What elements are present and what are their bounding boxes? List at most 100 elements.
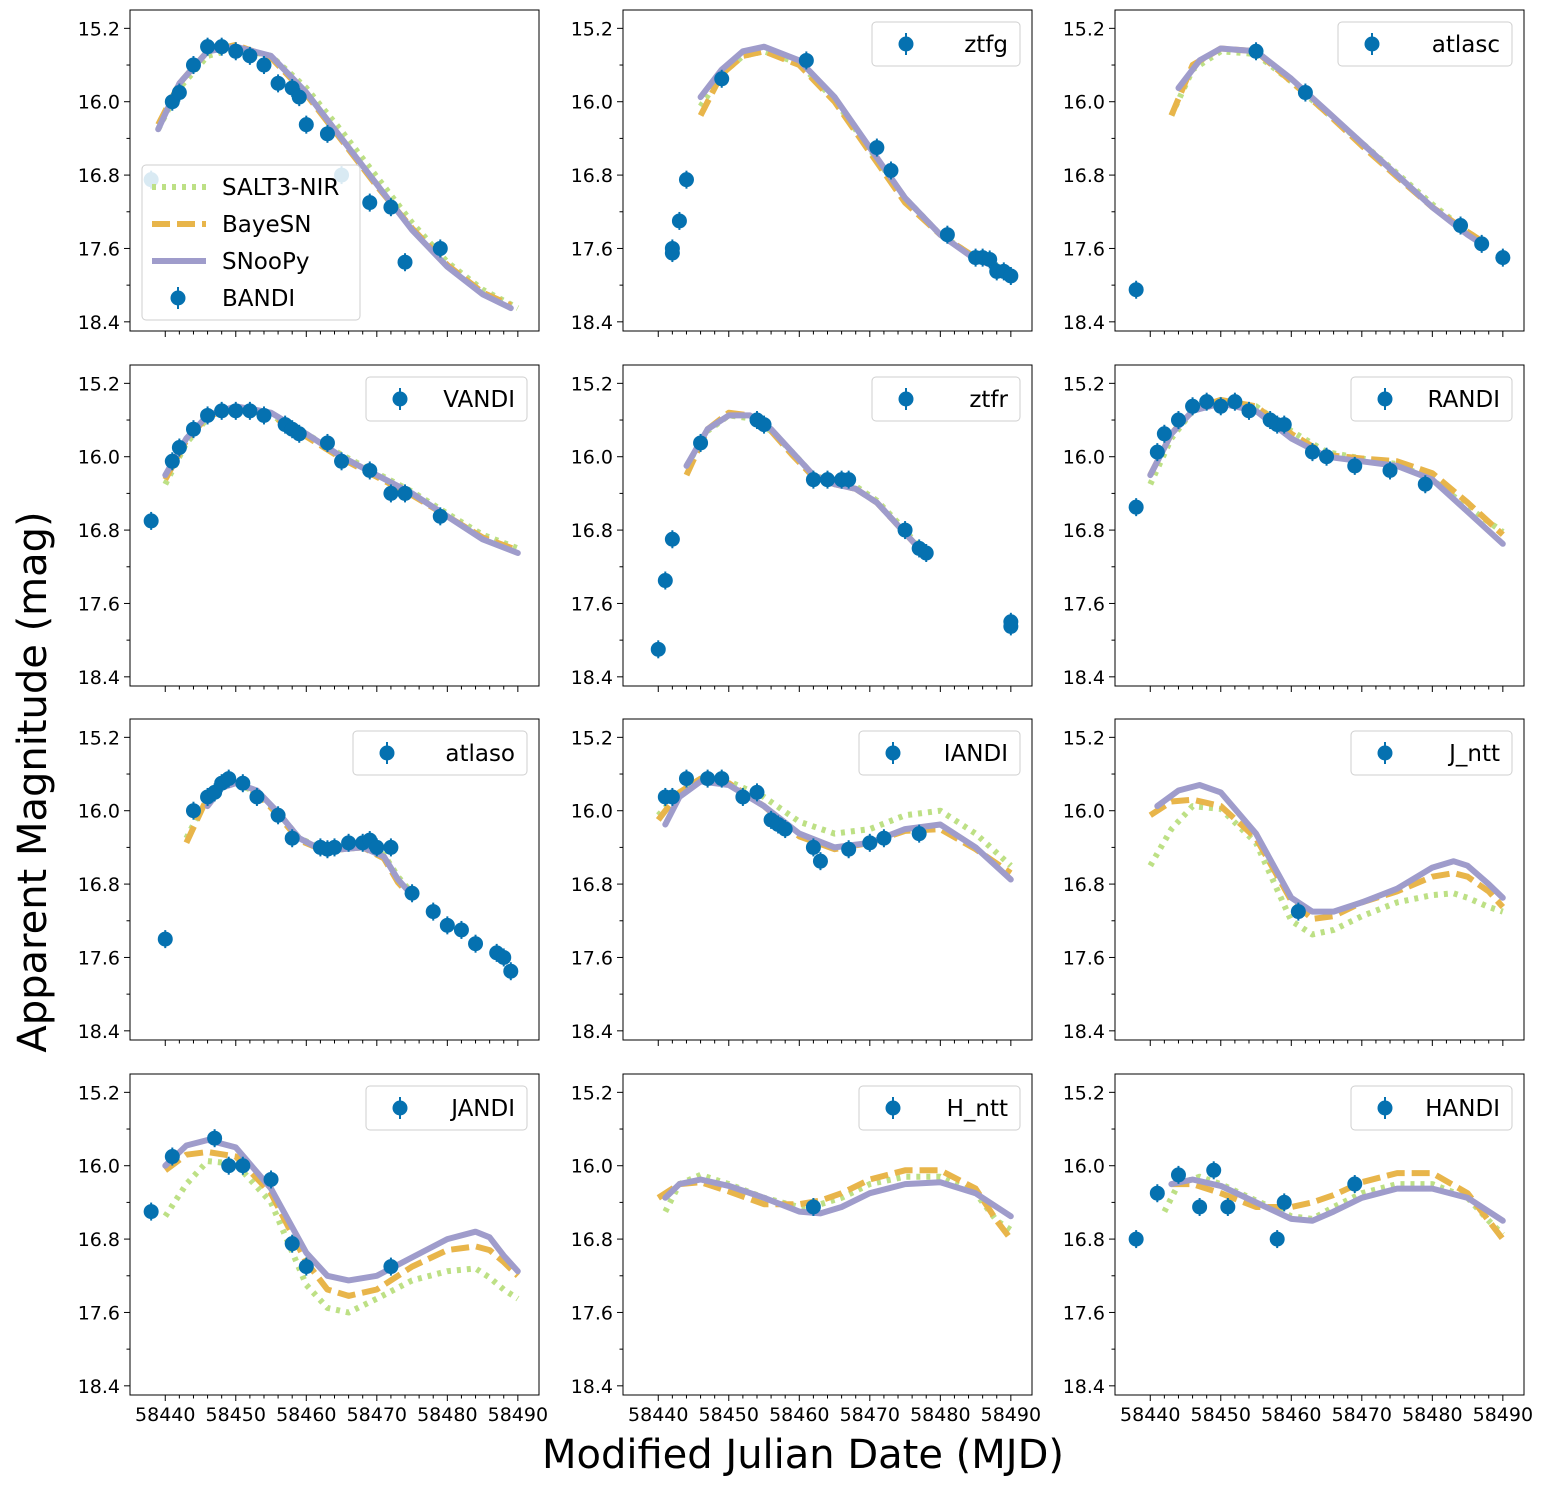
legend-swatch-point: [1377, 391, 1393, 407]
legend-box: [1350, 1085, 1513, 1131]
x-tick-label: 58440: [1120, 1404, 1180, 1426]
data-point: [242, 48, 258, 64]
y-tick-label: 16.0: [571, 801, 613, 823]
data-point: [1276, 1194, 1292, 1210]
panel-RANDI: 15.2 16.0 16.8 17.6 18.4 RANDI: [1063, 364, 1525, 692]
snoopy-curve: [697, 43, 1014, 275]
legend-swatch-point: [1377, 1100, 1393, 1116]
panel-VANDI: 15.2 16.0 16.8 17.6 18.4 VANDI: [78, 364, 540, 692]
data-point: [496, 949, 512, 965]
y-tick-label: 17.6: [1063, 238, 1105, 260]
y-tick-label: 16.0: [78, 801, 120, 823]
data-point: [171, 85, 187, 101]
plot-area: [1128, 42, 1511, 299]
x-tick-label: 58490: [981, 1404, 1041, 1426]
y-tick-label: 18.4: [1063, 667, 1105, 689]
data-point: [939, 227, 955, 243]
legend-label: H_ntt: [947, 1096, 1008, 1122]
y-tick-label: 18.4: [571, 1021, 613, 1043]
legend-box: [1350, 730, 1513, 776]
data-point: [362, 462, 378, 478]
data-point: [383, 485, 399, 501]
data-point: [256, 57, 272, 73]
legend-swatch-point: [379, 745, 395, 761]
y-tick-label: 16.8: [78, 165, 120, 187]
data-point: [1213, 398, 1229, 414]
data-point: [862, 835, 878, 851]
data-point: [383, 839, 399, 855]
data-point: [749, 784, 765, 800]
data-point: [157, 931, 173, 947]
y-tick-label: 18.4: [571, 1376, 613, 1398]
legend-label: ztfg: [964, 32, 1008, 58]
legend-swatch-point: [898, 36, 914, 52]
legend-swatch-point: [392, 1100, 408, 1116]
y-tick-label: 15.2: [78, 373, 120, 395]
data-point: [432, 240, 448, 256]
plot-area: [656, 1167, 1014, 1241]
panel-H_ntt: 15.2 16.0 16.8 17.6 18.4 58440 58450 58460 58470…: [571, 1073, 1041, 1426]
bayesn-curve: [163, 1149, 520, 1299]
data-point: [1220, 1199, 1236, 1215]
data-point: [1185, 398, 1201, 414]
data-point: [1128, 1231, 1144, 1247]
x-tick-label: 58480: [417, 1404, 477, 1426]
data-point: [693, 435, 709, 451]
data-point: [982, 251, 998, 267]
y-tick-label: 16.0: [571, 1156, 613, 1178]
y-tick-label: 17.6: [571, 593, 613, 615]
legend-label: VANDI: [443, 387, 515, 413]
data-point: [805, 1199, 821, 1215]
data-point: [185, 803, 201, 819]
y-tick-label: 16.0: [1063, 447, 1105, 469]
bayesn-curve: [1171, 1170, 1506, 1241]
data-point: [228, 403, 244, 419]
data-point: [334, 453, 350, 469]
plot-area: [143, 1129, 521, 1316]
data-point: [369, 839, 385, 855]
y-tick-label: 18.4: [1063, 1376, 1105, 1398]
x-tick-label: 58490: [1473, 1404, 1533, 1426]
data-point: [214, 39, 230, 55]
x-tick-label: 58440: [628, 1404, 688, 1426]
y-tick-label: 15.2: [571, 727, 613, 749]
data-point: [798, 52, 814, 68]
data-point: [1206, 1162, 1222, 1178]
legend-label: JANDI: [449, 1096, 515, 1122]
y-tick-label: 18.4: [1063, 1021, 1105, 1043]
data-point: [185, 57, 201, 73]
x-tick-label: 58450: [206, 1404, 266, 1426]
x-tick-label: 58480: [1402, 1404, 1462, 1426]
y-tick-label: 17.6: [1063, 1302, 1105, 1324]
data-point: [1149, 444, 1165, 460]
salt3-nir-curve: [162, 1158, 520, 1316]
data-point: [1156, 426, 1172, 442]
legend-label: SNooPy: [222, 249, 309, 275]
panel-JANDI: 15.2 16.0 16.8 17.6 18.4 58440 58450 58460 58470…: [78, 1073, 548, 1426]
y-tick-label: 18.4: [571, 312, 613, 334]
y-tick-label: 18.4: [78, 312, 120, 334]
salt3-nir-curve: [656, 775, 1013, 868]
data-point: [756, 417, 772, 433]
y-tick-label: 15.2: [78, 18, 120, 40]
panel-J_ntt: 15.2 16.0 16.8 17.6 18.4 J_ntt: [1063, 718, 1525, 1046]
y-tick-label: 16.8: [571, 165, 613, 187]
data-point: [678, 771, 694, 787]
data-point: [1149, 1185, 1165, 1201]
snoopy-curve: [662, 1176, 1014, 1220]
data-point: [207, 1130, 223, 1146]
plot-area: [143, 37, 520, 312]
data-point: [164, 453, 180, 469]
legend-swatch-point: [885, 1100, 901, 1116]
x-tick-label: 58460: [769, 1404, 829, 1426]
data-point: [1495, 250, 1511, 266]
data-point: [468, 936, 484, 952]
y-tick-label: 17.6: [571, 238, 613, 260]
data-point: [270, 807, 286, 823]
data-point: [1128, 282, 1144, 298]
data-point: [291, 89, 307, 105]
y-tick-label: 16.8: [571, 520, 613, 542]
y-tick-label: 16.8: [571, 1229, 613, 1251]
data-point: [671, 213, 687, 229]
data-point: [869, 140, 885, 156]
